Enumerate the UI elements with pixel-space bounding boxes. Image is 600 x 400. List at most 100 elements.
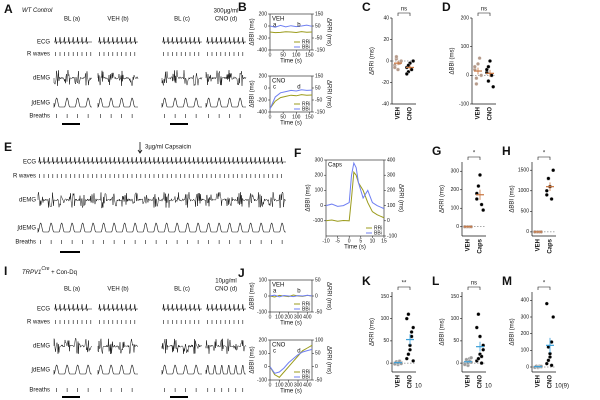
data-point [486,64,491,69]
x-tick-label: 0 [269,382,272,388]
y-tick-label: 200 [259,73,268,79]
x-tick-label: VEH [396,375,402,387]
x-tick-label: -5 [335,238,340,244]
x-tick-label: 400 [303,314,312,320]
trace [53,97,92,109]
x-tick-label: 0 [269,114,272,120]
sig-label: ** [402,281,407,287]
trace-annotation: b [297,289,301,295]
y-axis-label: ΔBBI (ms) [250,18,256,45]
data-line [269,348,313,374]
legend-label: RRi [302,101,310,107]
trace [100,388,133,392]
legend-label: BBi [374,230,382,236]
panel-label: A [4,2,13,16]
data-point [481,208,486,213]
column-label: BL (c) [174,287,190,293]
y-axis-label: ΔBBI (ms) [250,282,256,309]
data-point [411,358,416,363]
y-tick-label: 200 [461,15,470,21]
x-tick-label: 0 [269,52,272,58]
x-tick-label: Caps [548,238,554,253]
y-axis-label: ΔBBI (ms) [510,185,516,212]
y-tick-label: -100 [459,101,469,107]
y-tick-label: 1500 [518,168,529,174]
data-point [551,315,556,319]
trace [205,365,246,375]
y-axis-label: ΔBBi (ms) [450,47,456,74]
y-axis-label: ΔRRI (ms) [370,318,376,346]
y2-tick-label: 0 [315,293,318,299]
row-label: ∫dEMG [30,367,50,374]
x-axis-label: Time (s) [280,321,302,327]
data-point [486,79,491,84]
sig-bracket [537,286,551,290]
x-tick-label: VEH [396,107,402,119]
row-label: R waves [27,320,50,326]
y-tick-label: 1000 [518,188,529,194]
trace [37,191,287,209]
panel-label: G [432,144,441,158]
y2-tick-label: -50 [315,97,322,103]
data-point [549,197,554,201]
trace [53,69,93,86]
y2-axis-label: ΔRRI (ms) [325,346,331,374]
trace [206,36,246,45]
y-tick-label: -400 [257,47,267,53]
y-tick-label: 100 [521,348,530,354]
y-tick-label: 100 [461,44,470,50]
y-tick-label: 300 [521,314,530,320]
x-tick-label: 10 [370,238,376,244]
row-label: ∫dEMG [30,100,50,107]
y-axis-label: ΔBBI (ms) [250,80,256,107]
column-note: 10µg/ml [215,279,236,285]
data-point [477,56,482,61]
y-tick-label: -100 [313,218,323,224]
trace [205,70,247,86]
x-tick-label: VEH [476,107,482,119]
data-point [544,361,549,366]
y-tick-label: 100 [451,316,460,322]
trace [55,52,92,56]
data-point [478,172,482,177]
y-tick-label: 200 [521,331,530,337]
y-tick-label: 100 [381,316,390,322]
y-tick-label: 100 [259,277,268,283]
title-rest: + Con-Dq [49,270,77,276]
column-label: BL (c) [174,17,190,23]
title-main: TRPV1 [22,270,41,276]
data-point [406,312,411,317]
y-tick-label: 400 [521,298,530,304]
data-point [469,355,474,360]
data-point [476,61,480,66]
sample-size: 10 [415,384,422,390]
y2-tick-label: 100 [315,337,324,343]
y-tick-label: -40 [382,101,389,107]
y-axis-label: ΔBBI (ms) [440,318,446,345]
y-tick-label: 0 [264,85,267,91]
x-axis-label: Time (s) [344,245,366,251]
data-point [404,71,409,76]
y-tick-label: 0 [456,360,459,366]
trace [164,388,197,392]
y-tick-label: 0 [386,360,389,366]
y-axis-label: ΔRRI (ms) [440,185,446,213]
y2-tick-label: -150 [315,109,325,115]
x-tick-label: CNO [478,375,484,389]
trace-annotation: d [297,349,300,355]
data-line [269,94,313,109]
y2-tick-label: -50 [315,35,322,41]
trace [207,52,244,56]
x-tick-label: 150 [305,114,314,120]
y-tick-label: -200 [257,97,267,103]
trace [207,320,244,324]
y-tick-label: 20 [383,37,389,43]
x-tick-label: 200 [284,382,293,388]
panel-label: B [238,0,247,14]
panel-label: I [4,264,7,278]
x-tick-label: VEH [466,239,472,251]
x-tick-label: VEH [536,239,542,251]
trace [205,338,247,354]
x-tick-label: 100 [275,314,284,320]
column-note: 300µg/ml [214,9,239,15]
